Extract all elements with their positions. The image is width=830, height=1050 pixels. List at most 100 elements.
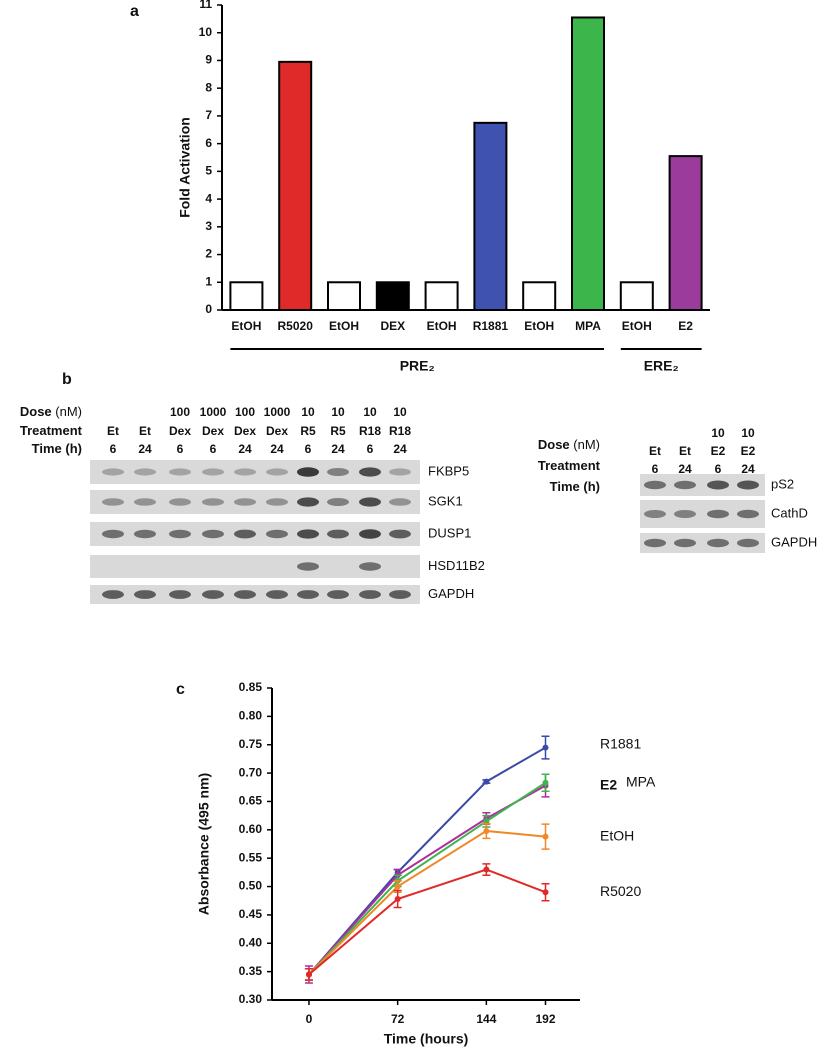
data-point [483,827,490,834]
bar [571,16,605,312]
panel-label: b [62,371,72,388]
lane-label: 24 [678,462,692,476]
gene-label: HSD11B2 [428,558,485,573]
x-axis-label: Time (hours) [384,1031,469,1047]
y-tick-label: 1 [205,274,212,288]
lane-label: E2 [741,444,756,458]
gel-strip [640,533,765,553]
row-label-unit: (nM) [55,404,82,419]
y-tick-label: 0.85 [239,680,263,694]
lane-label: 10 [393,405,407,419]
gel-band [327,590,349,599]
gel-band [359,529,381,539]
gel-band [102,529,124,539]
row-label-text: Treatment [20,423,83,438]
lane-label: Et [679,444,691,458]
gel-band [674,480,696,490]
lane-label: 100 [235,405,255,419]
gel-band [266,468,288,476]
gene-label: GAPDH [771,534,817,549]
lane-label: 6 [367,442,374,456]
gene-label: GAPDH [428,586,474,601]
gene-label: DUSP1 [428,525,471,540]
row-label-unit: (h) [65,441,82,456]
row-label-unit: (h) [583,479,600,494]
x-tick-label: 144 [476,1012,496,1026]
bar [522,281,557,312]
row-label: Time (h) [550,479,600,494]
series-line [308,784,546,976]
gel-band [202,498,224,506]
lane-label: Dex [266,424,288,438]
gel-band [202,590,224,599]
gel-band [389,590,411,599]
y-tick-label: 0.45 [239,907,263,921]
gel-band [707,480,729,490]
gel-band [169,529,191,539]
lane-label: R5 [330,424,346,438]
gel-band [297,467,319,477]
gel-band [737,538,759,548]
gel-band [359,497,381,507]
row-label: Dose (nM) [20,404,82,419]
lane-label: Dex [169,424,191,438]
gel-band [134,498,156,506]
bar [375,281,410,312]
row-label-text: Dose [538,437,570,452]
lane-label: 6 [715,462,722,476]
y-tick-label: 4 [205,191,212,205]
series-label: MPA [626,773,656,789]
y-tick-label: 0.60 [239,822,263,836]
x-tick-label: R5020 [278,319,314,333]
gel-band [359,562,381,571]
series-label: E2 [600,776,617,792]
bar [327,281,361,312]
lane-label: 1000 [264,405,291,419]
series-line [308,781,547,976]
gel-strip [90,555,420,578]
series-line [308,868,546,976]
bar [619,281,654,312]
gel-band [169,498,191,506]
row-label: Dose (nM) [538,437,600,452]
gel-band [737,509,759,519]
gel-band [297,529,319,539]
data-point [305,971,312,978]
lane-label: Dex [234,424,256,438]
lane-label: 24 [741,462,755,476]
row-label-text: Time [550,479,580,494]
gel-band [202,468,224,476]
bar [424,281,459,312]
lane-label: 10 [301,405,315,419]
gel-band [389,529,411,539]
x-tick-label: EtOH [427,319,457,333]
lane-label: 10 [741,426,755,440]
gel-band [266,529,288,539]
y-tick-label: 0.70 [239,765,263,779]
y-axis-label: Fold Activation [177,117,193,218]
lane-label: 24 [238,442,252,456]
gel-band [134,468,156,476]
gel-band [644,510,666,518]
x-tick-label: MPA [575,319,601,333]
lane-label: 10 [331,405,345,419]
lane-label: Et [139,424,151,438]
gel-band [644,480,666,490]
lane-label: R5 [300,424,316,438]
data-point [542,744,549,751]
y-tick-label: 0.50 [239,879,263,893]
gel-band [234,468,256,476]
lane-label: Et [649,444,661,458]
gel-band [644,538,666,548]
gel-band [102,590,124,599]
y-tick-label: 8 [205,80,212,94]
y-tick-label: 2 [205,247,212,261]
data-point [483,778,490,785]
gel-band [234,498,256,506]
lane-label: 24 [270,442,284,456]
series-label: EtOH [600,827,634,843]
lane-label: 24 [138,442,152,456]
data-point [394,896,401,903]
x-tick-label: 0 [306,1012,313,1026]
